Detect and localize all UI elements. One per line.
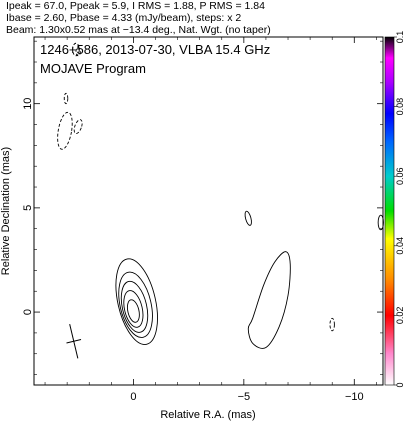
core-contour [123,290,144,328]
colorbar-tick-label: 0.08 [395,98,405,116]
colorbar-ticks: 0 0.02 0.04 0.06 0.08 0.1 [394,31,405,388]
contour-layer [57,42,384,359]
colorbar-tick-label: 0.1 [395,31,405,44]
source-title: 1246+586, 2013-07-30, VLBA 15.4 GHz [40,42,270,57]
jet-knot-contour [244,210,252,226]
edge-contour [377,214,384,231]
negative-contour [75,46,81,57]
program-label: MOJAVE Program [40,61,146,76]
negative-contour [72,42,80,57]
jet-component-contour [247,251,291,349]
x-tick-label: −5 [238,391,251,403]
colorbar-tick-label: 0 [395,382,405,387]
core-contour [126,299,140,323]
negative-contour [63,92,69,105]
colorbar [384,36,395,386]
negative-contour [73,119,83,135]
y-tick-label: 0 [22,309,34,315]
x-tick-label: −10 [345,391,364,403]
header-stats-line: Ipeak = 67.0, Ppeak = 5.9, I RMS = 1.88,… [6,0,265,12]
x-tick-label: 0 [130,391,136,403]
colorbar-tick-label: 0.02 [395,307,405,325]
header-base-line: Ibase = 2.60, Pbase = 4.33 (mJy/beam), s… [6,12,241,24]
plot-frame [33,36,384,386]
core-contour [120,280,149,333]
core-contour [118,271,153,338]
header-beam-line: Beam: 1.30x0.52 mas at −13.4 deg., Nat. … [6,24,271,36]
y-tick-label: 10 [22,98,34,110]
negative-contour [57,111,73,150]
axis-ticks: 0 −5 −10 0 5 10 [22,37,383,403]
colorbar-tick-label: 0.06 [395,167,405,185]
y-axis-label: Relative Declination (mas) [0,147,12,275]
core-contour [115,258,158,345]
colorbar-tick-label: 0.04 [395,237,405,255]
x-axis-label: Relative R.A. (mas) [160,409,255,421]
beam-minor-axis [66,339,82,344]
negative-contour [329,317,335,332]
y-tick-label: 5 [22,205,34,211]
